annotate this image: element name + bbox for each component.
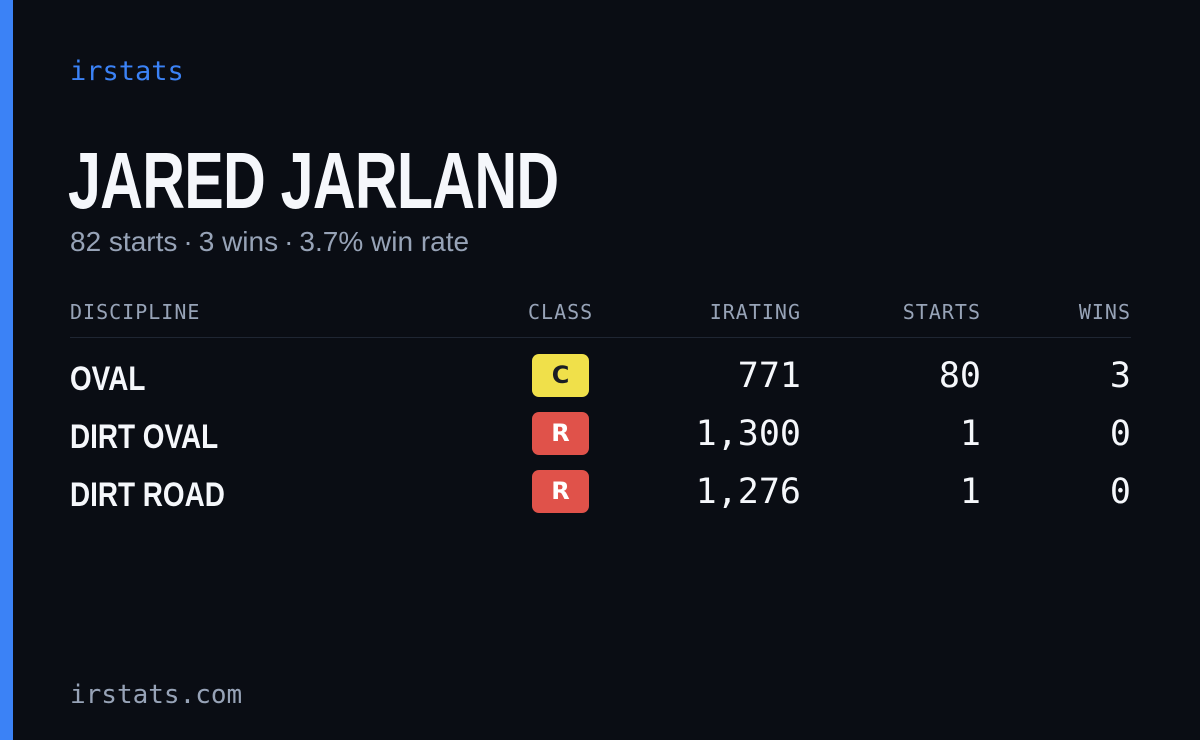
header-irating: IRATING [709, 300, 801, 324]
table-header: DISCIPLINE CLASS IRATING STARTS WINS [70, 298, 1131, 338]
irating-value: 1,276 [695, 472, 801, 512]
discipline-name: DIRT OVAL [70, 418, 219, 456]
table-row: DIRT ROAD R 1,276 1 0 [70, 470, 1131, 528]
header-class: CLASS [528, 300, 594, 324]
summary-wins: 3 wins [198, 226, 279, 257]
table-row: OVAL C 771 80 3 [70, 354, 1131, 412]
footer-domain: irstats.com [70, 680, 243, 710]
wins-value: 0 [1109, 472, 1131, 512]
wins-value: 3 [1109, 356, 1131, 396]
header-discipline: DISCIPLINE [70, 300, 201, 324]
class-badge: R [532, 412, 589, 455]
brand-logo-text: irstats [70, 56, 184, 87]
irating-value: 1,300 [695, 414, 801, 454]
table-row: DIRT OVAL R 1,300 1 0 [70, 412, 1131, 470]
starts-value: 1 [959, 414, 981, 454]
driver-summary: 82 starts · 3 wins · 3.7% win rate [70, 226, 469, 258]
summary-win-rate: 3.7% win rate [299, 226, 470, 257]
discipline-table: DISCIPLINE CLASS IRATING STARTS WINS OVA… [70, 298, 1131, 528]
header-starts: STARTS [902, 300, 981, 324]
starts-value: 1 [959, 472, 981, 512]
header-wins: WINS [1078, 300, 1131, 324]
wins-value: 0 [1109, 414, 1131, 454]
summary-separator: · [284, 226, 294, 257]
starts-value: 80 [938, 356, 981, 396]
class-badge: C [532, 354, 589, 397]
discipline-name: OVAL [70, 360, 146, 398]
discipline-name: DIRT ROAD [70, 476, 225, 514]
summary-separator: · [183, 226, 193, 257]
summary-starts: 82 starts [70, 226, 178, 257]
table-body: OVAL C 771 80 3 DIRT OVAL R 1,300 1 0 DI… [70, 338, 1131, 528]
driver-name: JARED JARLAND [68, 136, 559, 225]
accent-bar [0, 0, 13, 740]
irating-value: 771 [737, 356, 801, 396]
class-badge: R [532, 470, 589, 513]
